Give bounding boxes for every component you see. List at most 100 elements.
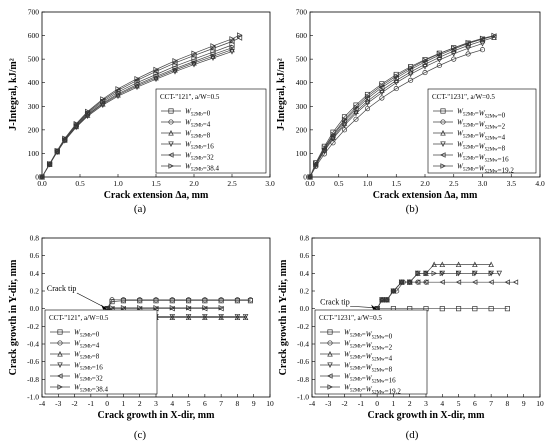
legend-marker [440,163,446,169]
data-point [120,297,126,303]
series-3 [374,261,494,312]
data-point [169,314,176,320]
legend-title: CCT-"1231", a/W=0.5 [319,314,382,322]
data-point [312,161,319,167]
series-4 [307,41,486,180]
series-2 [104,297,254,312]
x-tick-label: 1.0 [363,179,373,188]
data-point [321,145,328,151]
x-tick-label: 0.0 [37,179,47,188]
legend-entry: W52Mb=W52Mw=19.2 [344,384,401,396]
data-point [84,113,91,120]
x-tick-label: 3 [154,399,158,408]
legend-marker [327,329,333,335]
legend-entry: W52Mb=W52Mw=19.2 [457,163,514,175]
y-tick-label: 300 [296,102,308,111]
series-6 [104,305,225,312]
x-axis-label: Crack growth in X-dir, mm [368,410,486,421]
y-axis-label: J-Integral, kJ/m² [276,58,287,130]
y-axis-label: J-Integral, kJ/m² [8,58,19,130]
x-tick-label: 1.0 [113,179,123,188]
series-line [376,272,492,309]
legend-entry: W52Mb=W52Mw=16 [344,373,396,385]
data-point [202,314,208,320]
x-tick-label: -2 [341,399,347,408]
data-point [237,32,243,38]
data-point [379,90,385,96]
data-point [229,36,235,42]
x-tick-label: 10 [266,399,274,408]
y-tick-label: -0.4 [27,340,39,349]
data-point [451,45,457,51]
legend-marker [440,152,446,158]
data-point [390,288,397,294]
legend-entry: W52Mb=W52Mw=2 [457,119,506,131]
data-point [491,33,497,39]
data-point [364,93,371,100]
legend-entry: W52Mb=0 [185,108,211,118]
data-point [210,45,216,52]
data-point [137,297,143,303]
y-tick-label: -0.2 [27,322,39,331]
legend-box [314,309,428,395]
series-line [309,43,483,178]
x-tick-label: 0 [375,399,379,408]
data-point [431,270,438,277]
data-point [491,32,497,39]
data-point [85,108,91,115]
x-tick-label: -4 [309,399,315,408]
legend-marker [57,373,63,379]
data-point [512,279,519,285]
y-tick-label: 500 [28,55,40,64]
data-point [100,100,106,107]
legend-entry: W52Mb=8 [74,351,100,361]
data-point [455,279,462,285]
series-6 [307,32,497,180]
x-tick-label: 10 [536,399,544,408]
legend-marker [327,373,333,379]
data-point [229,49,235,55]
data-point [134,75,140,82]
legend-marker [440,141,446,147]
data-point [169,305,176,311]
data-point [202,297,208,303]
x-tick-label: -1 [88,399,94,408]
y-axis-label: Crack growth in Y-dir, mm [8,259,19,375]
data-point [39,174,45,180]
x-tick-label: 8 [236,399,240,408]
legend-marker [168,141,174,147]
data-point [172,66,178,72]
data-point [191,50,197,57]
legend-marker [57,351,63,357]
legend-marker [168,163,174,169]
legend-marker [327,384,333,390]
y-tick-label: 400 [28,78,40,87]
x-tick-label: -1 [358,399,364,408]
data-point [479,47,486,53]
y-tick-label: -0.6 [297,357,309,366]
data-point [172,58,178,64]
data-point [234,314,241,320]
data-point [472,261,478,268]
y-tick-label: -1.0 [297,393,309,402]
data-point [153,73,159,79]
chart-a: 0.0 0.5 1.0 1.5 2.0 2.5 3.0 0 100 200 300 400 500 600… [8,8,275,216]
legend-entry: W52Mb=4 [185,119,211,129]
data-point [415,270,421,277]
y-tick-label: 0 [303,173,307,182]
panel-caption: (b) [406,203,419,215]
data-point [353,116,359,122]
data-point [115,86,121,92]
x-tick-label: 2.5 [449,179,459,188]
data-point [423,279,429,285]
data-point [73,120,80,127]
data-point [479,35,486,42]
data-point [186,305,192,311]
data-point [236,35,243,41]
data-point [341,116,348,123]
data-point [439,306,445,312]
data-point [218,314,224,321]
data-point [218,297,224,303]
data-point [488,270,495,277]
